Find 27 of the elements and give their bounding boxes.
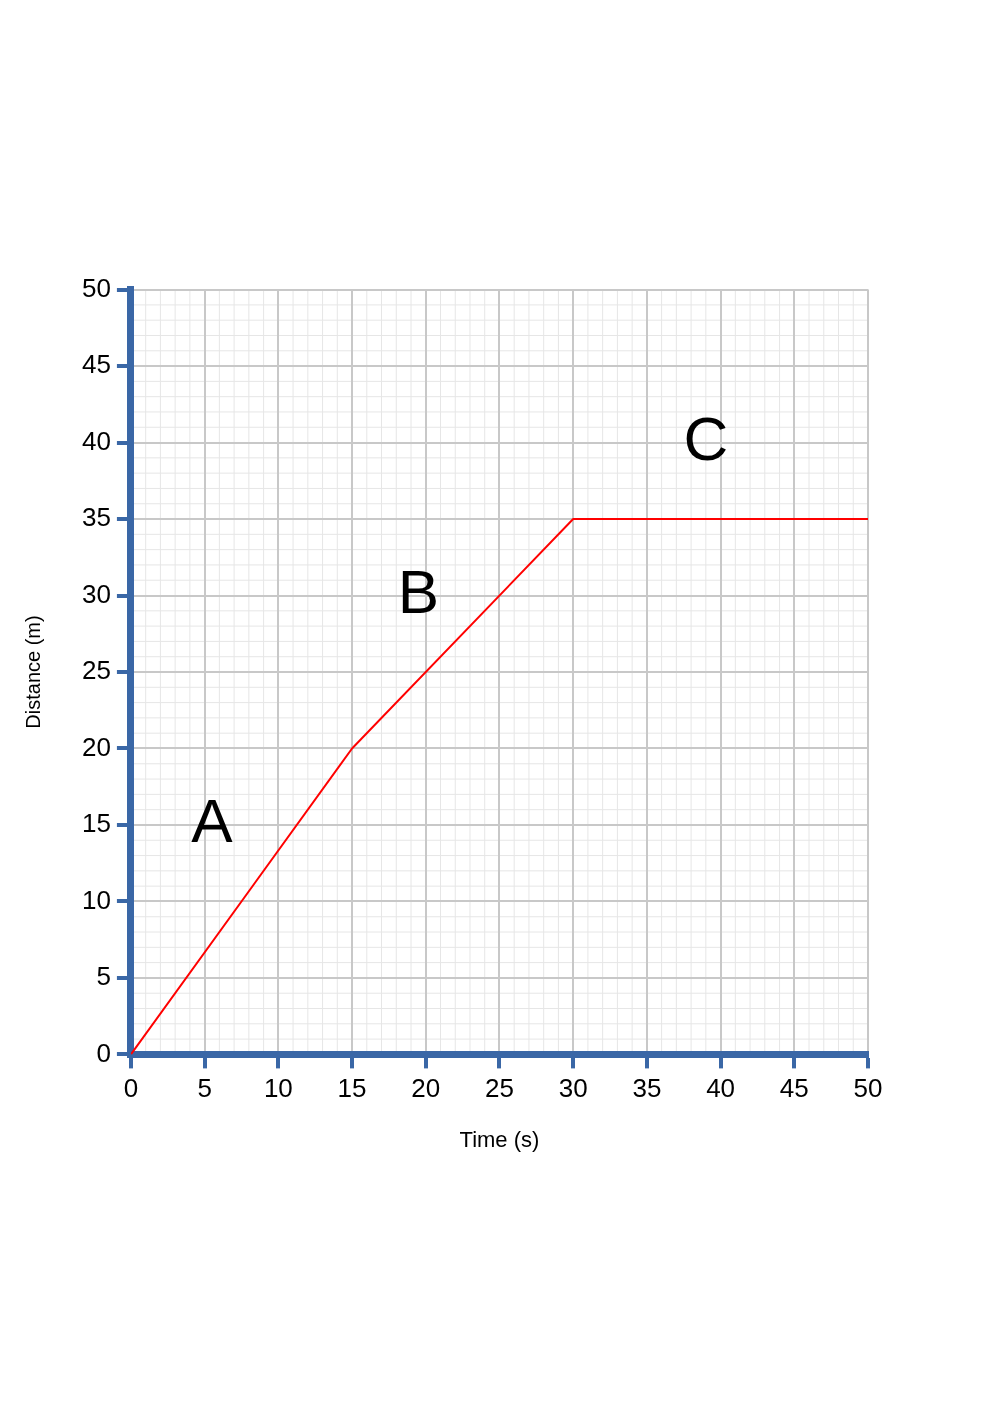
y-tick-label: 15 [82, 808, 111, 839]
annotation: C [683, 403, 729, 473]
x-tick-label: 40 [706, 1073, 736, 1104]
x-tick-label: 5 [197, 1073, 212, 1104]
y-tick-label: 35 [82, 502, 111, 533]
y-tick-label: 45 [82, 349, 111, 380]
y-tick-label: 20 [82, 731, 111, 762]
x-tick-label: 30 [558, 1073, 588, 1104]
y-tick-label: 25 [82, 655, 111, 686]
x-tick-label: 10 [263, 1073, 293, 1104]
x-tick-label: 45 [779, 1073, 809, 1104]
y-axis-title: Distance (m) [21, 615, 44, 729]
y-tick-label: 40 [82, 425, 111, 456]
x-tick-label: 35 [632, 1073, 662, 1104]
x-tick-label: 0 [123, 1073, 139, 1104]
x-tick-label: 20 [411, 1073, 441, 1104]
x-axis-title: Time (s) [459, 1126, 540, 1152]
x-tick-label: 15 [337, 1073, 367, 1104]
y-tick-label: 30 [82, 578, 111, 609]
y-tick-label: 0 [96, 1037, 111, 1068]
annotation: A [191, 786, 234, 856]
y-tick-label: 50 [82, 272, 111, 303]
x-tick-label: 50 [853, 1073, 883, 1104]
annotation: B [397, 556, 440, 626]
x-tick-label: 25 [485, 1073, 514, 1104]
y-tick-label: 5 [96, 961, 111, 992]
y-tick-label: 10 [82, 884, 111, 915]
